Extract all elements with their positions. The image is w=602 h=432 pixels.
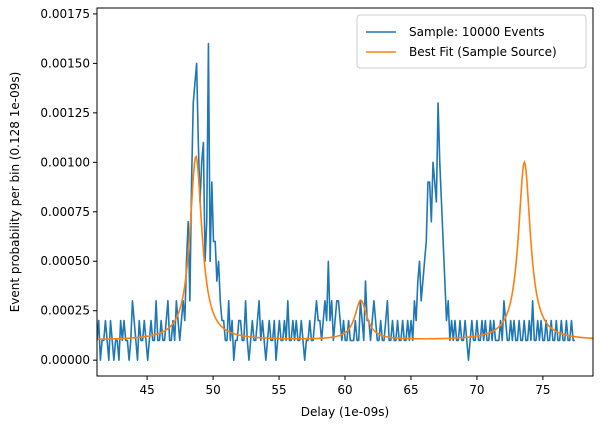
- x-tick-label: 65: [403, 383, 418, 397]
- x-axis: 45 50 55 60 65 70 75: [139, 376, 551, 397]
- legend-label-fit: Best Fit (Sample Source): [409, 45, 557, 59]
- y-tick-label: 0.00100: [40, 155, 90, 169]
- x-tick-label: 70: [469, 383, 484, 397]
- x-tick-label: 45: [139, 383, 154, 397]
- y-tick-label: 0.00125: [40, 106, 90, 120]
- y-tick-label: 0.00025: [40, 304, 90, 318]
- y-tick-label: 0.00075: [40, 205, 90, 219]
- x-axis-label: Delay (1e-09s): [301, 405, 389, 419]
- series-line-best-fit: [97, 154, 593, 341]
- y-tick-label: 0.00175: [40, 7, 90, 21]
- y-tick-label: 0.00150: [40, 56, 90, 70]
- x-tick-label: 50: [205, 383, 220, 397]
- x-tick-label: 55: [271, 383, 286, 397]
- x-tick-label: 75: [535, 383, 550, 397]
- y-axis-label: Event probability per bin (0.128 1e-09s): [8, 72, 22, 313]
- y-tick-label: 0.00000: [40, 353, 90, 367]
- y-axis: 0.00000 0.00025 0.00050 0.00075 0.00100 0.001…: [40, 7, 97, 367]
- legend: Sample: 10000 Events Best Fit (Sample So…: [356, 14, 587, 69]
- y-tick-label: 0.00050: [40, 254, 90, 268]
- series-line-sample: [97, 42, 575, 361]
- legend-box: [356, 14, 587, 69]
- plot-area: [97, 42, 593, 361]
- legend-label-sample: Sample: 10000 Events: [409, 25, 544, 39]
- x-tick-label: 60: [337, 383, 352, 397]
